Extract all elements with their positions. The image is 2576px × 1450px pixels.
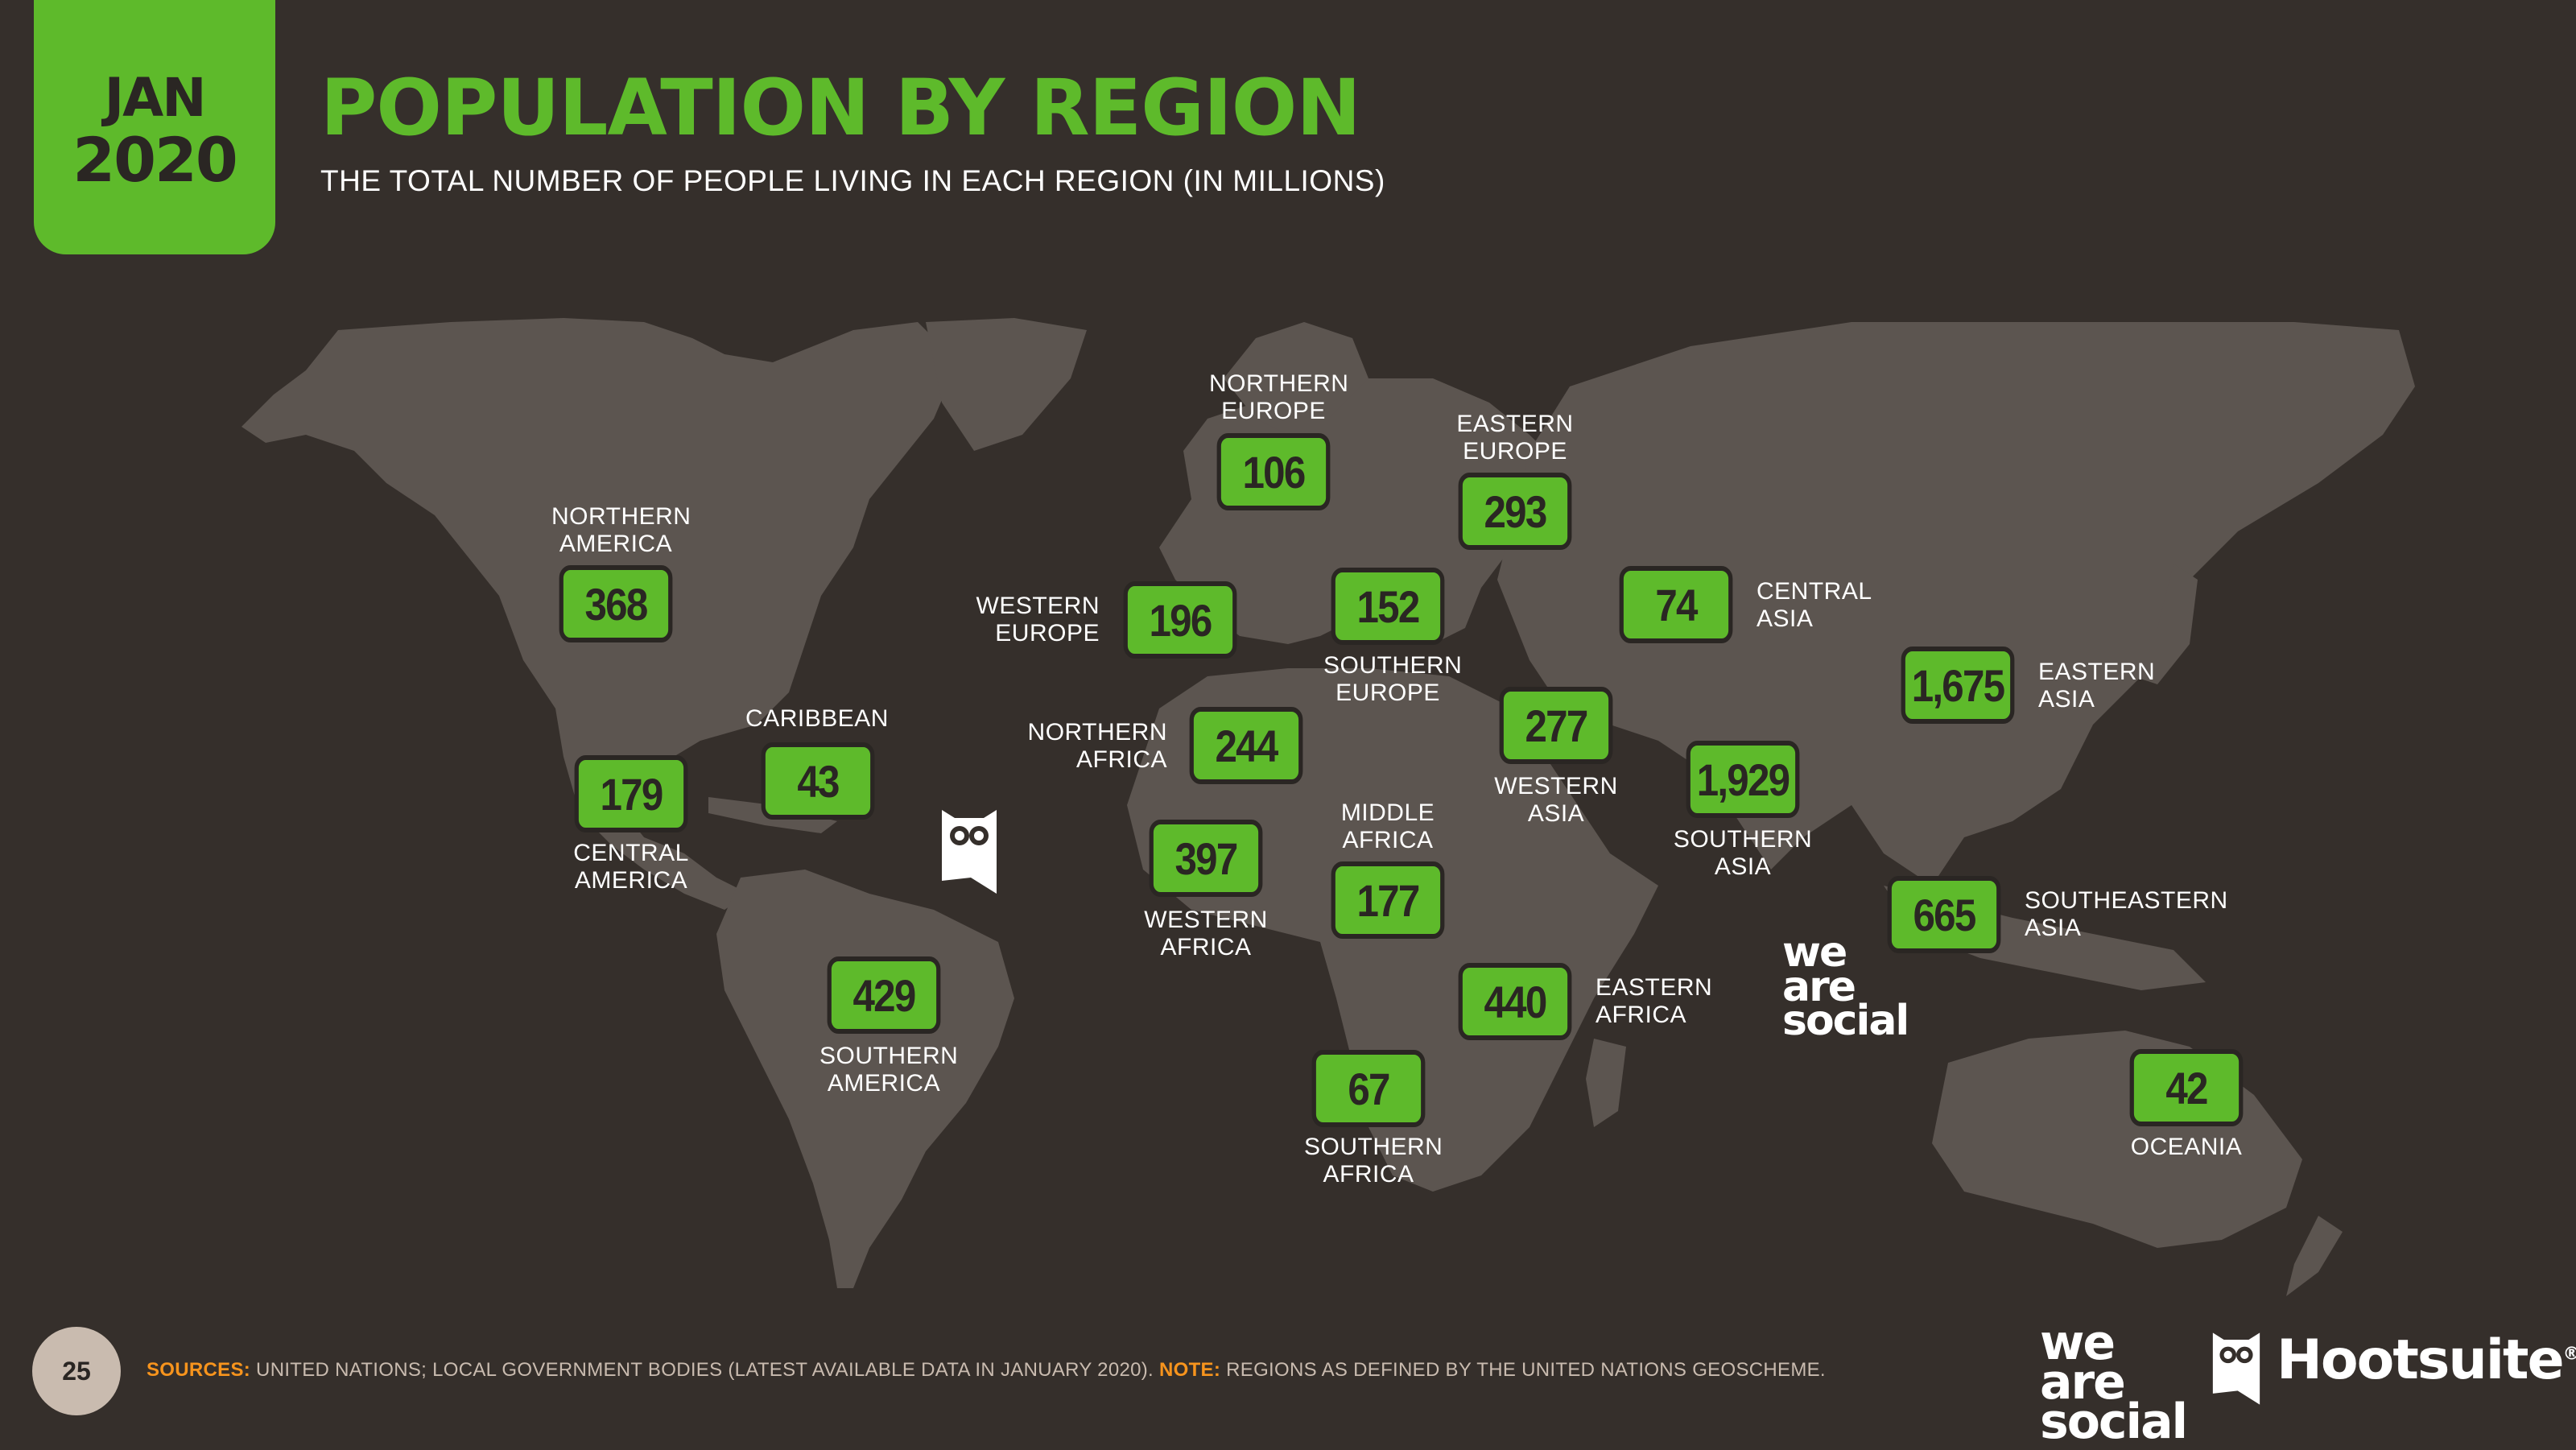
region-value: 429 [827, 956, 941, 1034]
greenland-landmass [926, 318, 1087, 451]
region-value: 397 [1149, 820, 1263, 897]
owl-icon [942, 810, 997, 894]
region-label: EASTERN ASIA [2038, 659, 2156, 713]
date-badge: JAN 2020 [34, 0, 275, 254]
region-label: SOUTHERN EUROPE [1323, 652, 1463, 706]
region-label: WESTERN ASIA [1494, 773, 1618, 827]
region-label: CENTRAL AMERICA [573, 840, 689, 894]
region-value: 177 [1331, 861, 1445, 939]
hootsuite-owl-icon [2212, 1332, 2260, 1405]
region-value: 152 [1331, 568, 1445, 645]
region-value: 244 [1189, 707, 1303, 784]
hootsuite-logo: Hootsuite® [2277, 1328, 2576, 1392]
region-label: MIDDLE AFRICA [1340, 799, 1435, 853]
region-value: 293 [1458, 473, 1572, 550]
region-value: 67 [1311, 1050, 1426, 1127]
region-label: SOUTHERN AFRICA [1304, 1134, 1443, 1188]
central-america-landmass [564, 757, 749, 910]
region-label: NORTHERN EUROPE [1209, 370, 1349, 424]
region-label: SOUTHERN AMERICA [819, 1043, 959, 1097]
new-zealand-landmass [2286, 1216, 2343, 1296]
region-label: WESTERN EUROPE [976, 593, 1100, 647]
region-label: CARIBBEAN [745, 705, 889, 732]
date-month: JAN [104, 67, 207, 130]
sources-text: UNITED NATIONS; LOCAL GOVERNMENT BODIES … [250, 1359, 1159, 1381]
scandinavia-landmass [1224, 322, 1368, 435]
region-value: 74 [1619, 566, 1733, 643]
page-subtitle: THE TOTAL NUMBER OF PEOPLE LIVING IN EAC… [320, 164, 1385, 197]
region-label: NORTHERN AFRICA [1027, 719, 1167, 773]
region-value: 1,675 [1901, 647, 2015, 724]
sources-label: SOURCES: [147, 1359, 251, 1381]
note-text: REGIONS AS DEFINED BY THE UNITED NATIONS… [1220, 1359, 1826, 1381]
region-value: 277 [1499, 687, 1613, 764]
region-label: WESTERN AFRICA [1144, 907, 1268, 960]
region-label: CENTRAL ASIA [1757, 578, 1872, 632]
region-label: OCEANIA [2130, 1134, 2243, 1160]
region-value: 665 [1887, 876, 2001, 953]
page-number: 25 [32, 1327, 121, 1415]
we-are-social-logo: we are social [2040, 1315, 2188, 1450]
region-label: NORTHERN AMERICA [551, 503, 691, 557]
region-value: 368 [559, 565, 673, 642]
region-label: EASTERN EUROPE [1456, 411, 1574, 465]
region-value: 42 [2129, 1049, 2244, 1126]
we-are-social-map-logo: we are social [1782, 928, 1909, 1046]
note-label: NOTE: [1159, 1359, 1221, 1381]
region-value: 43 [761, 742, 875, 820]
region-value: 106 [1216, 433, 1331, 510]
region-label: SOUTHEASTERN ASIA [2025, 887, 2228, 941]
region-label: SOUTHERN ASIA [1673, 826, 1813, 880]
region-value: 440 [1458, 963, 1572, 1040]
region-label: EASTERN AFRICA [1596, 974, 1713, 1028]
region-value: 1,929 [1686, 741, 1800, 818]
region-value: 196 [1123, 581, 1237, 659]
date-year: 2020 [72, 123, 238, 196]
sources-note: SOURCES: UNITED NATIONS; LOCAL GOVERNMEN… [147, 1359, 1826, 1382]
madagascar-landmass [1586, 1039, 1626, 1127]
page-title: POPULATION BY REGION [320, 63, 1361, 153]
region-value: 179 [574, 755, 688, 832]
japan-landmass [2133, 564, 2198, 684]
